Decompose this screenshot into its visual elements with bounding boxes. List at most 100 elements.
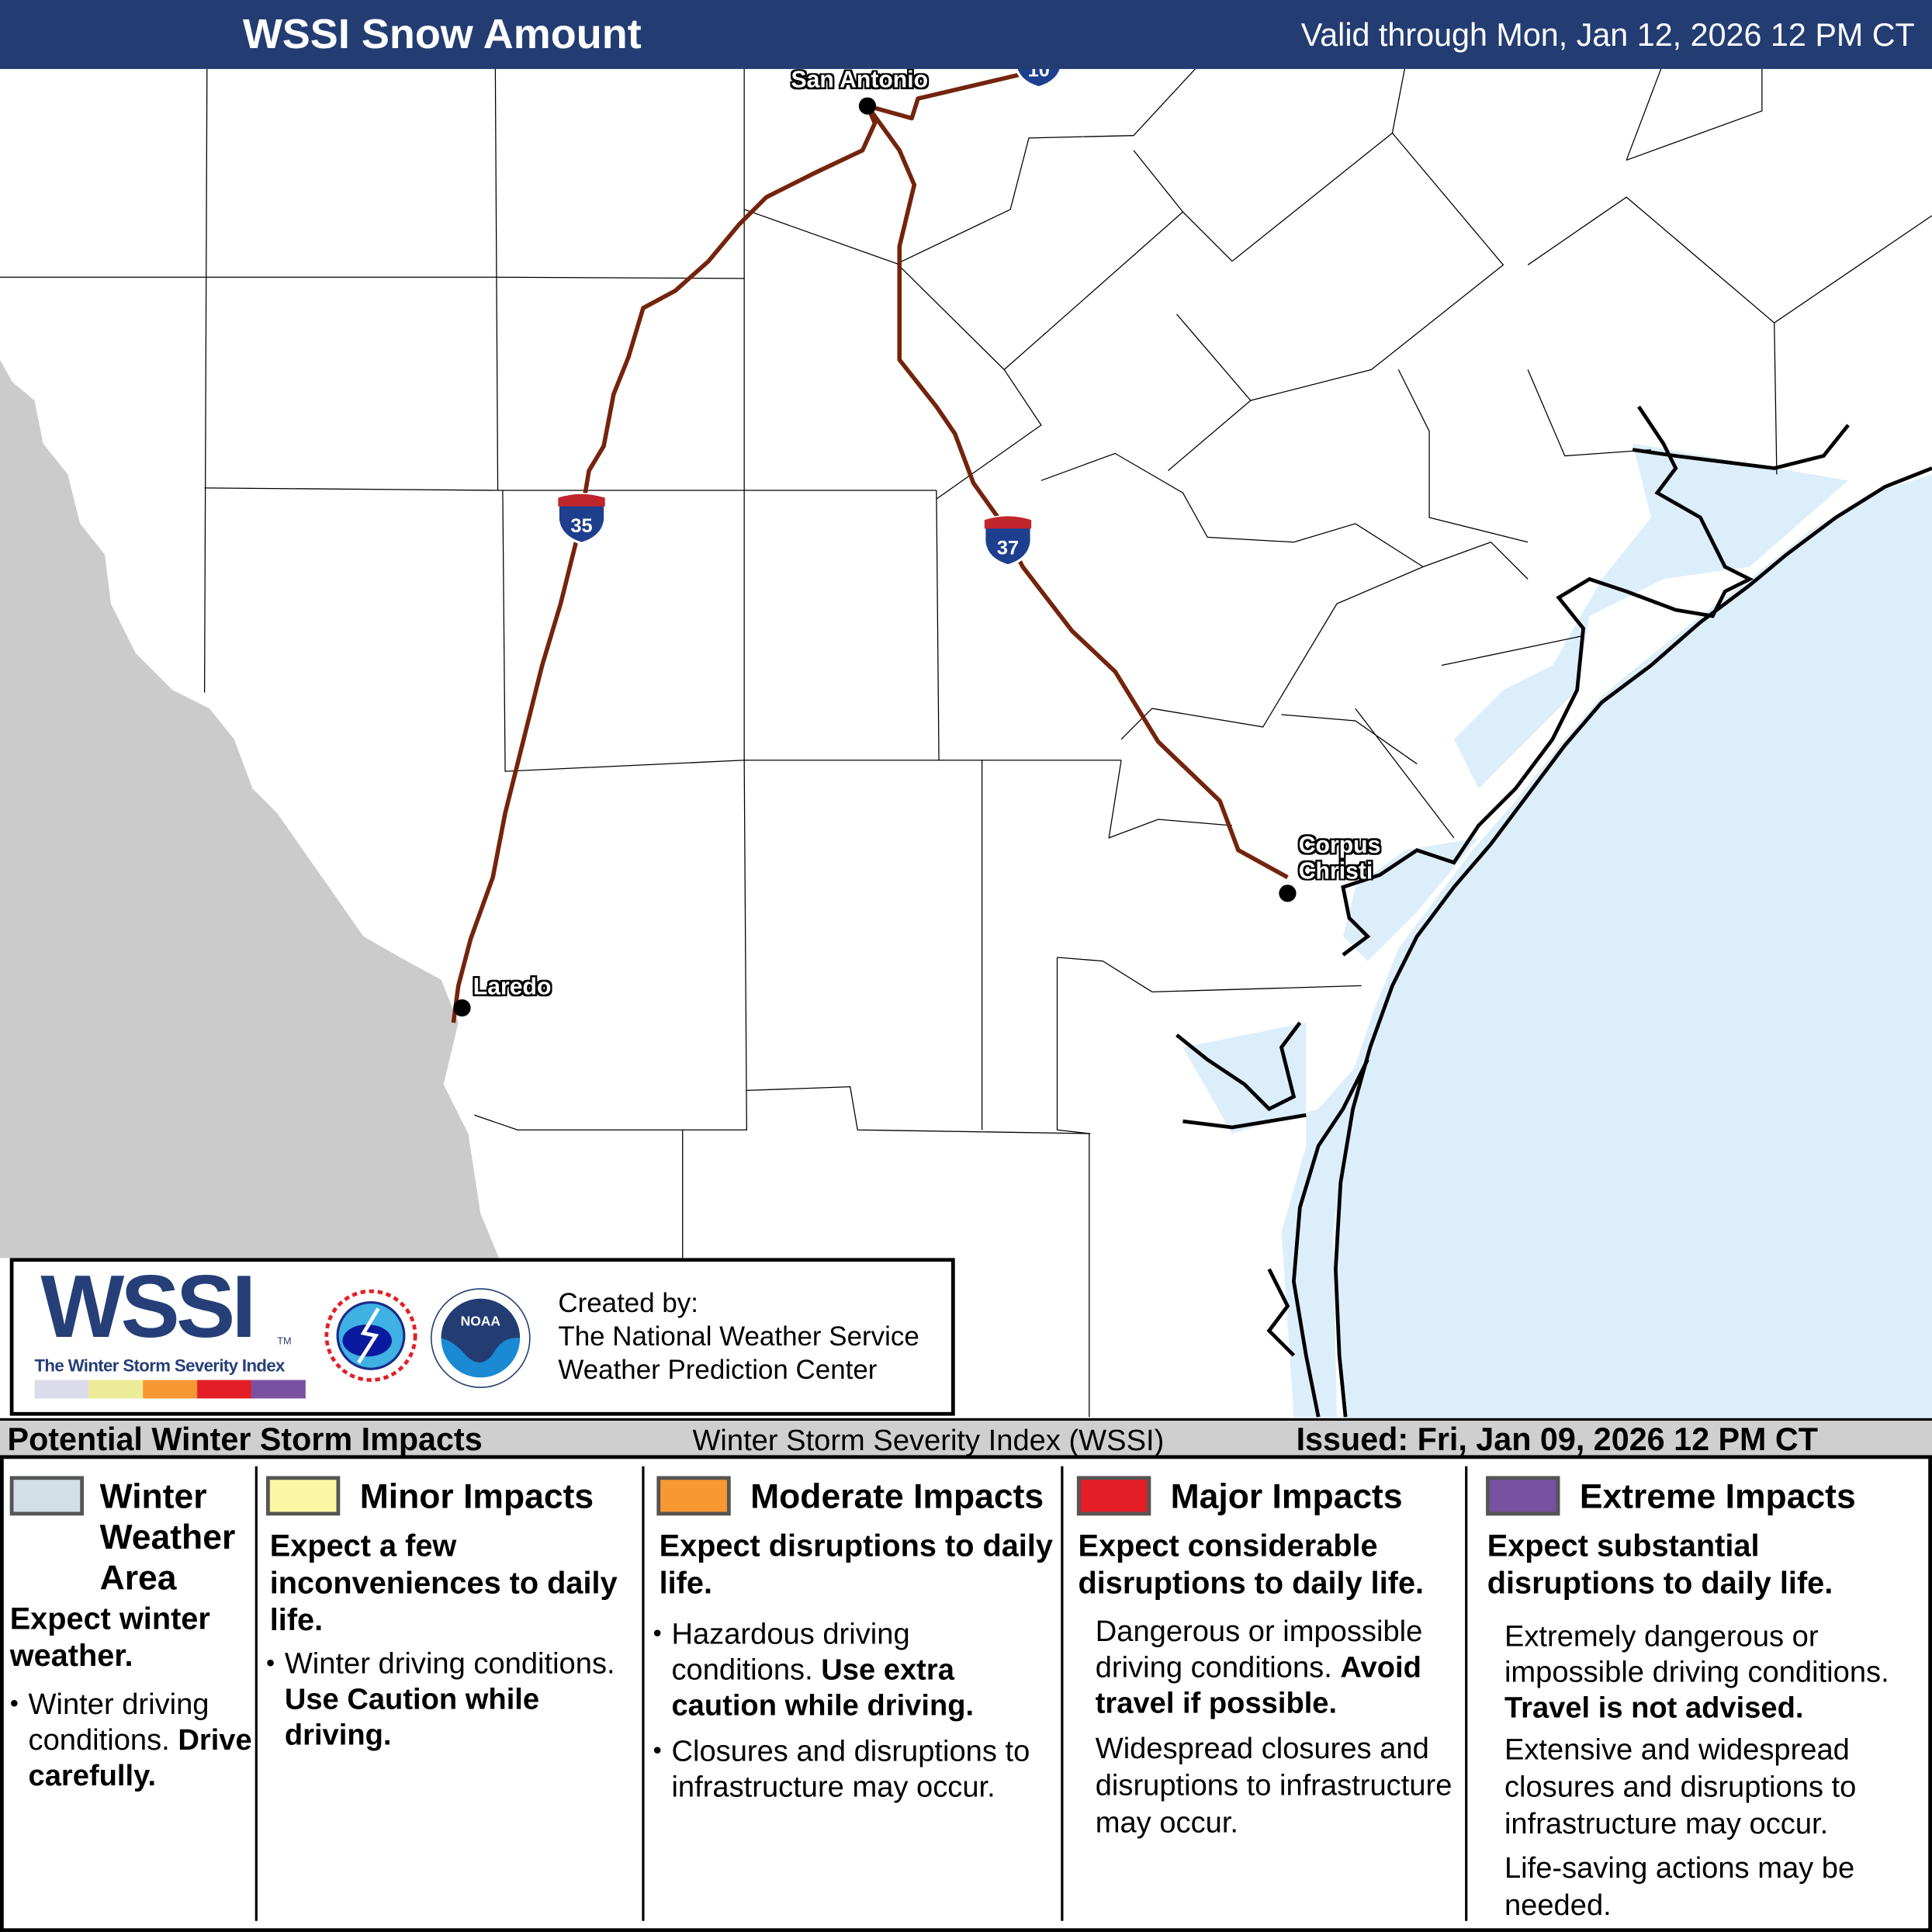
page-title: WSSI Snow Amount <box>242 11 642 58</box>
legend-header-row: Extreme Impacts <box>1480 1476 1928 1516</box>
legend-paragraph: Widespread closures and disruptions to i… <box>1095 1732 1452 1840</box>
city-label-corpus-christi: Corpus Christi <box>1299 833 1381 885</box>
legend-expect: Expect considerable disruptions to daily… <box>1078 1529 1425 1601</box>
legend-minor-impacts: Minor Impacts Expect a few inconvenience… <box>266 1459 639 1754</box>
coastline-segment <box>1341 405 1754 957</box>
legend-bullet: Winter driving conditions. Use Caution w… <box>266 1646 639 1754</box>
valid-time: Valid through Mon, Jan 12, 2026 12 PM CT <box>1300 16 1915 54</box>
credit-org-nws: The National Weather Service <box>558 1321 919 1352</box>
legend-extreme-impacts: Extreme Impacts Expect substantial disru… <box>1480 1459 1928 1924</box>
shield-number: 37 <box>997 538 1019 559</box>
legend-bullet: Closures and disruptions to infrastructu… <box>653 1733 1058 1805</box>
legend-swatch <box>9 1476 84 1516</box>
legend-expect: Expect winter weather. <box>9 1601 210 1674</box>
county-boundary <box>1626 68 1763 161</box>
coastline-segment <box>1292 1058 1369 1418</box>
trademark: TM <box>277 1335 292 1347</box>
county-boundary <box>1626 68 1662 161</box>
bullet-bold: Use Caution while driving. <box>284 1683 540 1753</box>
para-bold: Travel is not advised. <box>1504 1691 1804 1726</box>
county-boundary <box>1133 68 1196 137</box>
wssi-logo: WSSI <box>40 1258 256 1357</box>
legend-heading: Extreme Impacts <box>1579 1477 1856 1516</box>
gulf-water <box>1334 474 1932 1418</box>
city-label-san-antonio: San Antonio <box>791 68 929 94</box>
county-boundary <box>1422 541 1529 580</box>
legend-swatch <box>266 1476 341 1516</box>
county-boundary <box>743 135 1134 265</box>
legend-header-row: Major Impacts <box>1073 1476 1463 1516</box>
coastline <box>1175 405 1932 1418</box>
county-boundary <box>1281 714 1418 765</box>
created-by-label: Created by: <box>558 1287 698 1319</box>
interstate-35-shield-icon: 35 <box>556 493 607 545</box>
county-boundary <box>746 1085 1091 1134</box>
county-boundary <box>1056 957 1090 1418</box>
county-boundary <box>1397 369 1529 543</box>
legend-heading: Moderate Impacts <box>750 1477 1044 1516</box>
wssi-logo-subtitle: The Winter Storm Severity Index <box>34 1355 285 1376</box>
county-boundary <box>1527 369 1651 457</box>
county-boundary <box>1108 760 1233 839</box>
legend-paragraph: Extensive and widespread closures and di… <box>1504 1733 1857 1841</box>
coastline-segment <box>1632 424 1850 470</box>
noaa-logo-icon: NOAA <box>431 1288 531 1388</box>
interstate-37-shield-icon: 37 <box>983 514 1033 567</box>
county-boundary <box>1231 132 1504 370</box>
legend-heading: Major Impacts <box>1170 1477 1403 1516</box>
divider <box>1061 1466 1064 1921</box>
legend-swatch <box>1076 1476 1151 1516</box>
county-boundary <box>1336 566 1424 604</box>
divider <box>642 1466 645 1921</box>
county-boundary <box>474 760 747 1130</box>
legend-winter-weather-area: Winter Weather Area Expect winter weather.… <box>9 1459 253 1794</box>
county-boundary <box>1133 150 1183 213</box>
legend-expect: Expect substantial disruptions to daily … <box>1487 1529 1833 1601</box>
wssi-color-scale <box>34 1380 306 1399</box>
legend-title-bar: Potential Winter Storm Impacts Winter St… <box>0 1418 1932 1459</box>
county-boundary <box>203 68 208 693</box>
city-label-laredo: Laredo <box>473 975 552 1001</box>
interstate-highways <box>451 71 1289 1023</box>
divider <box>1465 1466 1468 1921</box>
scale-swatch <box>34 1380 89 1399</box>
heading-line: Area <box>99 1558 177 1598</box>
county-boundary <box>1120 603 1338 740</box>
shield-number: 35 <box>570 515 592 537</box>
county-boundary <box>1057 957 1362 992</box>
county-boundary <box>0 276 745 279</box>
legend-paragraph: Life-saving actions may be needed. <box>1504 1851 1855 1923</box>
interstate-route <box>867 71 1023 121</box>
legend-major-impacts: Major Impacts Expect considerable disrup… <box>1073 1459 1463 1842</box>
scale-swatch <box>251 1380 306 1399</box>
coastline-segment <box>1175 1021 1302 1112</box>
city-label-line1: Corpus <box>1298 833 1381 859</box>
para-text: Dangerous or impossible driving conditio… <box>1095 1615 1423 1684</box>
county-boundary <box>1355 708 1455 839</box>
divider <box>254 1466 258 1921</box>
issued-time: Issued: Fri, Jan 09, 2026 12 PM CT <box>1296 1420 1818 1458</box>
legend-header-row: Winter Weather Area <box>9 1476 253 1598</box>
county-boundary <box>1527 196 1932 324</box>
legend-swatch <box>1486 1476 1560 1516</box>
city-markers <box>453 97 1297 1017</box>
bullet-text: Winter driving conditions. <box>284 1647 615 1681</box>
scale-swatch <box>143 1380 198 1399</box>
mexico-area <box>0 359 500 1259</box>
bullet-text: Hazardous driving conditions. <box>671 1618 910 1687</box>
legend-heading: Minor Impacts <box>359 1477 594 1516</box>
legend-header-row: Minor Impacts <box>266 1476 639 1516</box>
legend-paragraph: Dangerous or impossible driving conditio… <box>1073 1614 1463 1721</box>
interstate-route <box>865 104 1289 880</box>
city-label-line2: Christi <box>1298 858 1373 885</box>
credit-org-wpc: Weather Prediction Center <box>558 1354 878 1385</box>
credits-box: WSSI TM The Winter Storm Severity Index … <box>9 1258 955 1416</box>
county-boundary <box>1040 452 1424 568</box>
bays <box>1453 443 1849 789</box>
legend-bullet: Winter driving conditions. Drive careful… <box>10 1687 253 1794</box>
legend-subtitle: Winter Storm Severity Index (WSSI) <box>692 1424 1165 1458</box>
bays <box>1182 1023 1362 1418</box>
interstate-route <box>451 105 878 1023</box>
legend-moderate-impacts: Moderate Impacts Expect disruptions to d… <box>653 1459 1058 1805</box>
